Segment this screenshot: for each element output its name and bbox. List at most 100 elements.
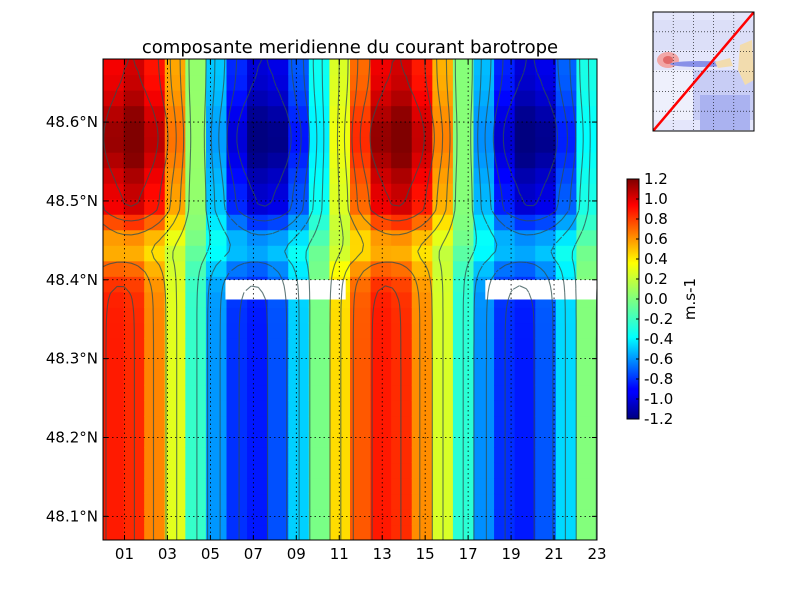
heatmap-cell (350, 260, 372, 277)
heatmap-cell (555, 105, 578, 122)
heatmap-cell (329, 508, 351, 526)
heatmap-cell (123, 152, 145, 169)
heatmap-cell (123, 167, 145, 184)
heatmap-cell (308, 307, 331, 324)
heatmap-cell (514, 369, 536, 386)
heatmap-cell (329, 353, 351, 370)
masked-band (225, 279, 597, 300)
heatmap-cell (452, 198, 475, 215)
heatmap-cell (391, 431, 413, 448)
heatmap-cell (535, 260, 557, 277)
inset-transect-line (653, 12, 754, 131)
heatmap-cell (103, 183, 125, 200)
heatmap-cell (185, 322, 207, 339)
heatmap-cell (370, 74, 392, 91)
heatmap-cell (473, 183, 495, 200)
heatmap-cell (103, 291, 125, 308)
heatmap-cell (391, 307, 413, 324)
heatmap-cell (247, 353, 269, 370)
heatmap-cell (535, 415, 557, 432)
heatmap-cell (535, 353, 557, 370)
inset-hotspot (663, 56, 673, 64)
heatmap-cell (226, 322, 248, 339)
heatmap-cell (103, 59, 125, 76)
heatmap-cell (164, 322, 186, 339)
heatmap-cell (329, 477, 351, 495)
heatmap-cell (247, 229, 269, 246)
heatmap-cell (391, 121, 413, 138)
heatmap-cell (473, 400, 495, 417)
heatmap-cell (329, 400, 351, 417)
heatmap-cell (452, 90, 475, 107)
heatmap-cell (103, 493, 125, 510)
heatmap-cell (103, 74, 125, 91)
heatmap-cell (576, 260, 597, 277)
heatmap-cell (494, 152, 516, 169)
heatmap-cell (164, 353, 186, 370)
heatmap-cell (350, 431, 372, 448)
heatmap-cell (205, 167, 228, 184)
heatmap-cell (205, 260, 228, 277)
heatmap-cell (514, 136, 536, 153)
heatmap-cell (473, 477, 495, 495)
heatmap-cell (205, 446, 228, 464)
heatmap-cell (576, 369, 597, 386)
heatmap-cell (370, 167, 392, 184)
heatmap-cell (370, 477, 392, 495)
heatmap-cell (555, 462, 578, 479)
heatmap-cell (144, 74, 166, 91)
heatmap-cell (247, 152, 269, 169)
heatmap-cell (226, 524, 248, 540)
heatmap-cell (473, 446, 495, 464)
x-tick-label: 13 (373, 545, 392, 563)
heatmap-cell (123, 74, 145, 91)
heatmap-cell (576, 136, 597, 153)
heatmap-cell (164, 105, 186, 122)
heatmap-cell (350, 322, 372, 339)
heatmap-cell (267, 152, 289, 169)
inset-water-patch (653, 20, 754, 50)
heatmap-cell (411, 415, 433, 432)
heatmap-cell (432, 260, 454, 277)
heatmap-cell (247, 446, 269, 464)
heatmap-cell (247, 415, 269, 432)
heatmap-cell (411, 307, 433, 324)
contour-line (150, 59, 451, 540)
heatmap-cell (308, 167, 331, 184)
inset-land (715, 58, 733, 68)
heatmap-cell (144, 59, 166, 76)
heatmap-cell (514, 183, 536, 200)
heatmap-cell (555, 384, 578, 401)
heatmap-cell (514, 245, 536, 262)
heatmap-cell (411, 105, 433, 122)
heatmap-cell (164, 276, 186, 293)
heatmap-cell (226, 59, 248, 76)
heatmap-cell (144, 198, 166, 215)
heatmap-cell (555, 167, 578, 184)
heatmap-cell (144, 353, 166, 370)
heatmap-cell (411, 245, 433, 262)
heatmap-cell (267, 415, 289, 432)
heatmap-cell (329, 322, 351, 339)
x-tick-label: 23 (587, 545, 606, 563)
heatmap-cell (555, 121, 578, 138)
heatmap-cell (103, 477, 125, 495)
heatmap-cell (555, 508, 578, 526)
heatmap-cell (267, 121, 289, 138)
heatmap-cell (391, 105, 413, 122)
heatmap-cell (514, 508, 536, 526)
heatmap-cell (226, 431, 248, 448)
heatmap-cell (473, 121, 495, 138)
heatmap-cell (535, 229, 557, 246)
heatmap-cell (329, 369, 351, 386)
heatmap-cell (329, 90, 351, 107)
heatmap-cell (555, 524, 578, 540)
heatmap-cell (576, 229, 597, 246)
heatmap-cell (247, 105, 269, 122)
heatmap-cell (103, 524, 125, 540)
heatmap-cell (370, 152, 392, 169)
heatmap-cell (329, 338, 351, 355)
heatmap-cell (226, 338, 248, 355)
heatmap-cell (452, 214, 475, 231)
heatmap-cell (514, 462, 536, 479)
